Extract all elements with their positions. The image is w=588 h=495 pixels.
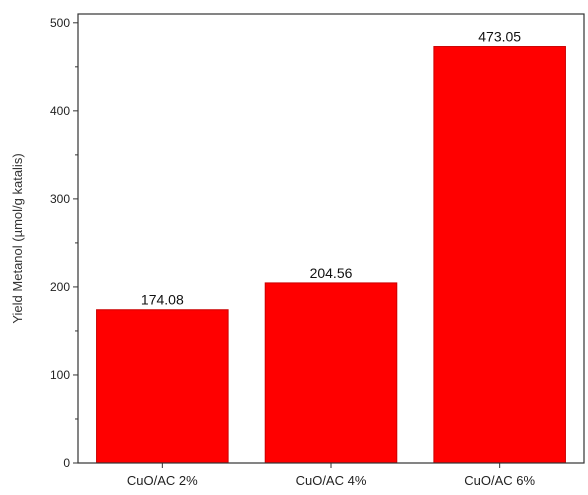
y-tick-label-400: 400	[50, 104, 70, 118]
bars-layer	[96, 46, 566, 464]
y-tick-label-200: 200	[50, 280, 70, 294]
bar-3	[433, 46, 566, 464]
x-tick-label-3: CuO/AC 6%	[464, 473, 535, 488]
data-label-2: 204.56	[310, 265, 353, 281]
data-label-1: 174.08	[141, 292, 184, 308]
plot-frame	[77, 13, 585, 464]
x-tick-label-2: CuO/AC 4%	[296, 473, 367, 488]
y-tick-label-100: 100	[50, 368, 70, 382]
bar-1	[96, 309, 229, 464]
labels-layer: 174.08 CuO/AC 2% 204.56 CuO/AC 4% 473.05 CuO/…	[50, 16, 536, 488]
y-tick-label-300: 300	[50, 192, 70, 206]
bar-2	[264, 282, 398, 464]
y-tick-label-0: 0	[63, 456, 70, 470]
y-tick-label-500: 500	[50, 16, 70, 30]
y-axis-label: Yield Metanol (µmol/g katalis)	[10, 153, 25, 323]
axes-layer	[73, 13, 585, 468]
data-label-3: 473.05	[478, 29, 521, 45]
x-tick-label-1: CuO/AC 2%	[127, 473, 198, 488]
